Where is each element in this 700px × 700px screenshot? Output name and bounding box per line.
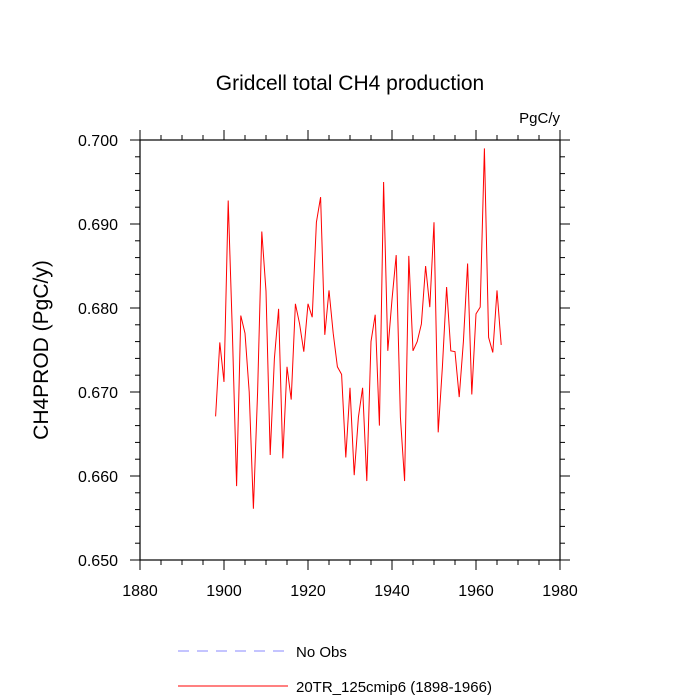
y-tick-label: 0.650	[78, 553, 118, 570]
units-label: PgC/y	[519, 110, 560, 127]
x-tick-label: 1980	[542, 583, 578, 600]
axis-tick-labels: 1880 1900 1920 1940 1960 1980 0.650 0.660 0.670 0…	[78, 133, 578, 600]
x-tick-label: 1940	[374, 583, 410, 600]
x-tick-label: 1880	[122, 583, 158, 600]
series-layer	[215, 148, 502, 509]
legend-label-20tr-125cmip6: 20TR_125cmip6 (1898-1966)	[296, 679, 492, 696]
legend-label-no-obs: No Obs	[296, 644, 347, 661]
y-tick-label: 0.660	[78, 469, 118, 486]
x-tick-label: 1920	[290, 583, 326, 600]
axis-ticks	[130, 130, 570, 570]
x-tick-label: 1960	[458, 583, 494, 600]
y-axis-label: CH4PROD (PgC/y)	[30, 260, 53, 440]
legend: No Obs 20TR_125cmip6 (1898-1966)	[178, 644, 492, 696]
series-line-20tr-125cmip6	[215, 148, 502, 509]
chart-title: Gridcell total CH4 production	[216, 72, 484, 95]
plot-frame	[139, 139, 561, 561]
y-tick-label: 0.700	[78, 133, 118, 150]
x-tick-label: 1900	[206, 583, 242, 600]
y-tick-label: 0.670	[78, 385, 118, 402]
y-tick-label: 0.690	[78, 217, 118, 234]
y-tick-label: 0.680	[78, 301, 118, 318]
